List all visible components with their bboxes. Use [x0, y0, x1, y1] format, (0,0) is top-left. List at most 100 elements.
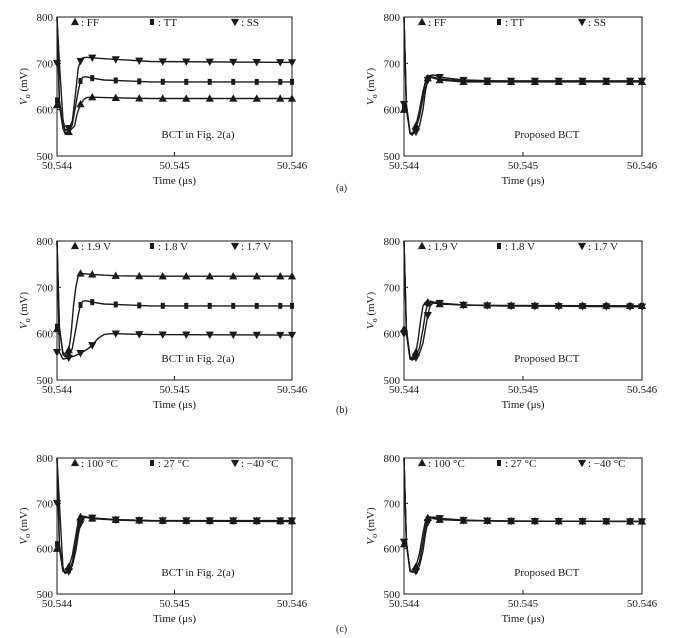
- series-line-1: [56, 240, 292, 358]
- x-tick-label: 50.544: [42, 598, 73, 610]
- y-tick-label: 800: [37, 12, 54, 24]
- series-line-2: [56, 16, 293, 132]
- legend-marker: [230, 459, 240, 468]
- legend-marker: [230, 18, 240, 27]
- y-tick-label: 600: [37, 105, 54, 117]
- x-tick-label: 50.546: [277, 160, 308, 172]
- data-point: [55, 323, 59, 330]
- legend-label: : SS: [241, 17, 259, 29]
- row-label-a: (a): [336, 183, 348, 194]
- data-point: [76, 349, 85, 358]
- y-axis-label: Vo (mV): [18, 68, 32, 106]
- data-point: [554, 77, 563, 86]
- data-point: [411, 354, 421, 362]
- chart-b-right: 500 600 700 800 50.544 50.545 50.546 Time (μs) V…: [365, 236, 658, 411]
- series-line-0: [403, 240, 643, 359]
- data-point: [88, 54, 97, 62]
- y-axis-label: Vo (mV): [365, 68, 379, 106]
- x-tick-label: 50.546: [627, 598, 658, 610]
- data-point: [290, 302, 294, 309]
- y-tick-label: 500: [37, 151, 54, 163]
- legend-label: : 27 °C: [505, 458, 536, 470]
- legend-label: : 1.7 V: [241, 241, 271, 253]
- x-axis-label: Time (μs): [153, 399, 196, 411]
- legend-label: : TT: [158, 17, 177, 29]
- data-point: [287, 517, 297, 525]
- legend-marker: [417, 17, 427, 26]
- data-point: [252, 271, 261, 280]
- data-point: [399, 100, 409, 109]
- x-axis-label: Time (μs): [501, 175, 544, 187]
- data-point: [425, 300, 430, 307]
- x-tick-label: 50.545: [159, 160, 190, 172]
- plot-annotation: Proposed BCT: [514, 353, 579, 365]
- data-point: [435, 515, 444, 523]
- x-axis-label: Time (μs): [501, 613, 544, 625]
- legend-label: : 1.7 V: [588, 241, 618, 253]
- data-point: [637, 77, 647, 86]
- y-tick-label: 500: [384, 151, 401, 163]
- data-point: [111, 93, 120, 102]
- data-point: [88, 514, 97, 523]
- x-tick-label: 50.544: [389, 598, 420, 610]
- data-point: [530, 517, 540, 526]
- legend-marker: [497, 243, 501, 249]
- data-point: [113, 77, 118, 84]
- x-axis-label: Time (μs): [153, 613, 196, 625]
- data-point: [52, 100, 62, 109]
- data-point: [435, 74, 444, 82]
- legend-label: : 1.8 V: [158, 241, 188, 253]
- y-tick-label: 500: [37, 375, 54, 387]
- y-tick-label: 800: [384, 236, 401, 248]
- data-point: [287, 59, 297, 67]
- x-tick-label: 50.544: [389, 160, 420, 172]
- y-axis-label: Vo (mV): [18, 292, 32, 330]
- legend-label: : −40 °C: [588, 458, 626, 470]
- legend-label: : TT: [505, 17, 524, 29]
- x-tick-label: 50.545: [159, 598, 190, 610]
- data-point: [205, 271, 214, 280]
- y-tick-label: 800: [384, 453, 401, 465]
- data-point: [137, 78, 142, 85]
- plot-annotation: BCT in Fig. 2(a): [161, 567, 234, 579]
- data-point: [290, 78, 294, 85]
- y-axis-label: Vo (mV): [365, 292, 379, 330]
- data-point: [205, 331, 214, 340]
- data-point: [111, 516, 120, 524]
- data-point: [76, 57, 85, 66]
- data-point: [207, 302, 212, 309]
- y-tick-label: 500: [37, 589, 54, 601]
- y-tick-label: 600: [37, 544, 54, 556]
- data-point: [184, 302, 189, 309]
- data-point: [158, 58, 167, 66]
- data-point: [229, 58, 238, 67]
- data-point: [554, 518, 563, 526]
- data-point: [90, 75, 95, 82]
- data-point: [137, 302, 142, 309]
- row-label-b: (b): [336, 405, 348, 416]
- y-axis-label: Vo (mV): [365, 507, 379, 545]
- series-line-1: [403, 16, 642, 136]
- data-point: [52, 60, 62, 68]
- data-point: [90, 299, 95, 306]
- y-tick-label: 700: [37, 498, 54, 510]
- data-point: [111, 330, 120, 338]
- data-point: [254, 302, 259, 309]
- data-point: [459, 301, 468, 310]
- data-point: [182, 331, 191, 339]
- y-tick-label: 600: [384, 105, 401, 117]
- data-point: [135, 57, 144, 66]
- data-point: [55, 541, 59, 548]
- data-point: [252, 58, 261, 67]
- data-point: [76, 269, 85, 277]
- data-point: [231, 78, 236, 85]
- y-tick-label: 500: [384, 589, 401, 601]
- data-point: [78, 516, 83, 523]
- data-point: [625, 303, 635, 311]
- x-tick-label: 50.545: [508, 598, 539, 610]
- data-point: [483, 517, 492, 525]
- data-point: [88, 270, 97, 278]
- y-tick-label: 800: [37, 453, 54, 465]
- data-point: [78, 77, 83, 84]
- plot-annotation: Proposed BCT: [514, 567, 579, 579]
